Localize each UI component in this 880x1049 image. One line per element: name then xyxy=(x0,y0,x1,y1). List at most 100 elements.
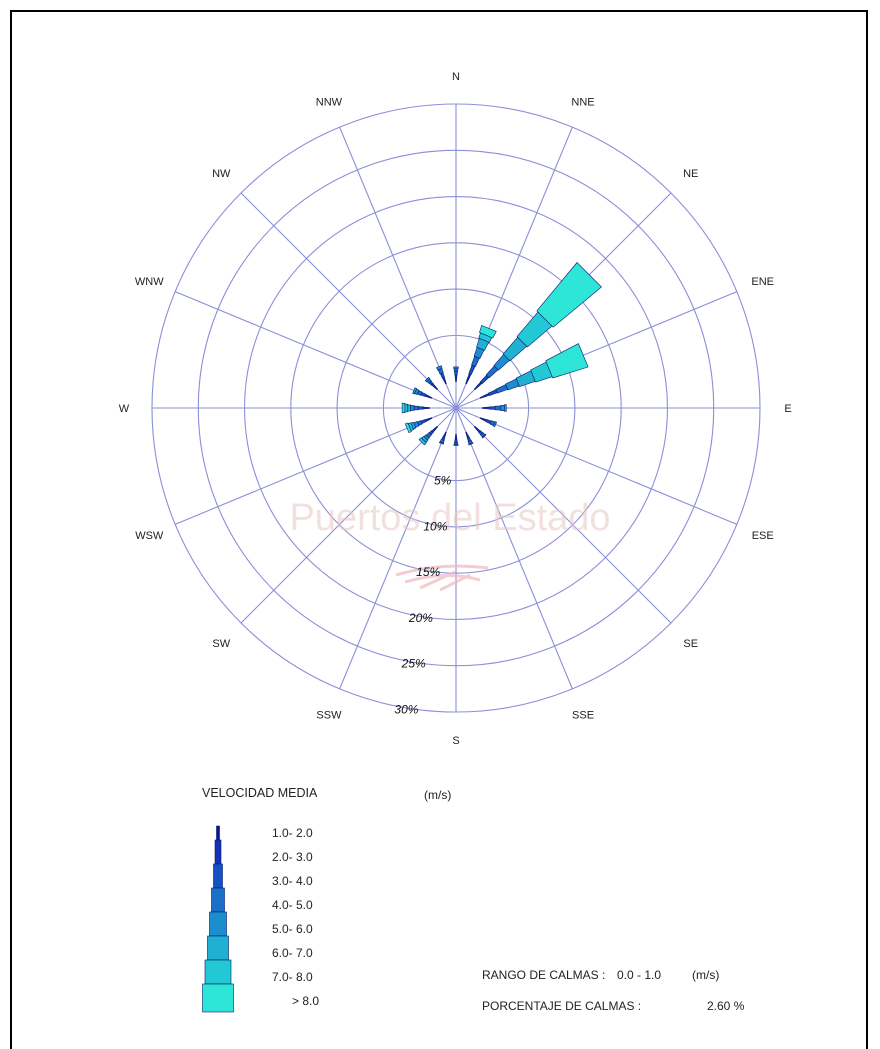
rose-bar-w-bin8 xyxy=(401,402,406,414)
legend-label-1: 1.0- 2.0 xyxy=(272,826,313,840)
legend-units: (m/s) xyxy=(424,788,452,802)
rose-bar-ese-bin5 xyxy=(492,421,498,428)
legend-title: VELOCIDAD MEDIA xyxy=(202,786,318,800)
rose-bar-ssw-bin5 xyxy=(438,441,445,445)
legend-swatch-4 xyxy=(211,887,225,913)
legend-swatch-8 xyxy=(202,983,234,1013)
rose-bar-n-bin5 xyxy=(453,366,459,370)
calms-percent-label: PORCENTAJE DE CALMAS : xyxy=(482,999,642,1013)
wind-rose-bars xyxy=(401,262,602,446)
rose-bar-nne-bin2 xyxy=(466,373,472,381)
rose-bar-ene-bin8 xyxy=(545,343,589,379)
legend-swatch-1 xyxy=(216,825,220,841)
direction-label-wnw: WNW xyxy=(135,276,164,288)
direction-label-ssw: SSW xyxy=(316,710,342,722)
rose-bar-ene-bin3 xyxy=(487,389,498,396)
grid-spoke xyxy=(240,407,457,624)
legend-label-8: > 8.0 xyxy=(292,994,320,1008)
legend-swatch-6 xyxy=(207,935,229,961)
rose-bar-w-bin5 xyxy=(409,405,415,411)
watermark-logo xyxy=(395,564,489,592)
direction-label-ene: ENE xyxy=(751,276,774,288)
calms-range-value: 0.0 - 1.0 xyxy=(617,968,662,982)
rose-bar-w-bin1 xyxy=(426,407,430,409)
calms-percent-value: 2.60 % xyxy=(707,999,745,1013)
legend-swatch-2 xyxy=(214,839,222,865)
grid-spoke xyxy=(339,126,457,409)
legend-label-2: 2.0- 3.0 xyxy=(272,850,313,864)
legend-swatch-3 xyxy=(213,863,223,889)
direction-labels: N NNE NE ENE E ESE SE SSE S SSW SW WSW W WNW NW NNW xyxy=(119,71,792,747)
grid-spoke xyxy=(240,192,457,409)
rose-bar-w-bin2 xyxy=(422,406,428,410)
legend-swatch-7 xyxy=(204,959,232,985)
rose-bar-n-bin4 xyxy=(453,368,459,372)
rose-bar-nne-bin3 xyxy=(468,364,476,376)
rose-bar-s-bin2 xyxy=(454,436,458,441)
grid-spoke xyxy=(455,407,573,690)
rose-bar-s-bin5 xyxy=(453,444,459,446)
calms-range-units: (m/s) xyxy=(692,968,720,982)
rose-bar-s-bin1 xyxy=(455,434,457,438)
grid-spoke xyxy=(455,407,672,624)
rose-bar-e-bin4 xyxy=(494,405,502,411)
direction-label-nnw: NNW xyxy=(316,96,343,108)
calms-range-label: RANGO DE CALMAS : xyxy=(482,968,606,982)
rose-bar-nnw-bin5 xyxy=(436,365,443,371)
rose-bar-e-bin6 xyxy=(504,404,507,412)
rose-bar-e-bin3 xyxy=(489,406,496,410)
ring-label-6: 30% xyxy=(394,702,418,716)
rose-bar-se-bin5 xyxy=(481,433,487,439)
polar-grid xyxy=(151,103,761,713)
rose-bar-sse-bin5 xyxy=(468,442,474,446)
watermark-text: Puertos del Estado xyxy=(289,497,610,539)
rose-bar-sw-bin7 xyxy=(418,437,427,446)
direction-label-nne: NNE xyxy=(571,96,594,108)
direction-label-wsw: WSW xyxy=(135,530,164,542)
legend-label-6: 6.0- 7.0 xyxy=(272,946,313,960)
legend-label-5: 5.0- 6.0 xyxy=(272,922,313,936)
ring-label-3: 15% xyxy=(416,565,440,579)
rose-bar-nne-bin8 xyxy=(479,324,497,339)
chart-frame xyxy=(10,10,868,1049)
legend-swatch-5 xyxy=(209,911,227,937)
rose-bar-w-bin3 xyxy=(418,406,424,410)
direction-label-nw: NW xyxy=(212,168,231,180)
rose-bar-ne-bin8 xyxy=(536,262,602,328)
direction-label-s: S xyxy=(452,735,459,747)
direction-label-e: E xyxy=(784,403,791,415)
direction-label-ese: ESE xyxy=(752,530,774,542)
rose-bar-wnw-bin6 xyxy=(412,387,418,395)
ring-labels: 5% 10% 15% 20% 25% 30% xyxy=(394,474,451,717)
rose-bar-wsw-bin8 xyxy=(404,422,412,434)
ring-label-1: 5% xyxy=(434,474,452,488)
ring-label-2: 10% xyxy=(423,519,447,533)
legend-label-4: 4.0- 5.0 xyxy=(272,898,313,912)
rose-bar-w-bin4 xyxy=(413,405,419,411)
rose-bar-nw-bin5 xyxy=(424,376,431,383)
legend-label-7: 7.0- 8.0 xyxy=(272,970,313,984)
direction-label-sw: SW xyxy=(212,638,230,650)
rose-bar-w-bin7 xyxy=(404,403,408,413)
legend-label-3: 3.0- 4.0 xyxy=(272,874,313,888)
rose-bar-w-bin6 xyxy=(407,404,411,412)
direction-label-ne: NE xyxy=(683,168,698,180)
legend-bars xyxy=(202,825,234,1013)
direction-label-w: W xyxy=(119,403,130,415)
rose-bar-n-bin2 xyxy=(454,374,458,380)
direction-label-se: SE xyxy=(683,638,698,650)
ring-label-5: 25% xyxy=(401,657,426,671)
grid-spoke xyxy=(455,407,738,525)
direction-label-n: N xyxy=(452,71,460,83)
rose-bar-n-bin3 xyxy=(454,371,458,376)
rose-bar-n-bin1 xyxy=(455,378,457,382)
rose-bar-e-bin5 xyxy=(500,404,505,412)
watermark: Puertos del Estado xyxy=(289,497,611,592)
grid-spoke xyxy=(174,291,457,409)
ring-label-4: 20% xyxy=(408,611,433,625)
rose-bar-e-bin1 xyxy=(482,407,486,409)
rose-bar-s-bin3 xyxy=(454,439,458,443)
grid-spoke xyxy=(339,407,457,690)
rose-bar-ene-bin2 xyxy=(483,393,490,398)
